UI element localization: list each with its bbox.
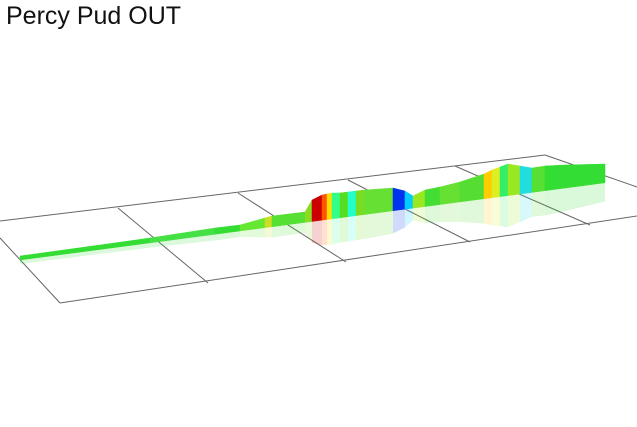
ribbon-segment [483, 169, 493, 200]
ribbon-reflection [240, 227, 265, 238]
ribbon-segment [459, 173, 485, 203]
ribbon-reflection [327, 218, 332, 245]
ribbon-reflection [393, 209, 405, 234]
ribbon-segment [412, 189, 426, 209]
ribbon-reflection [322, 219, 327, 246]
ribbon-reflection [532, 190, 545, 217]
ribbon-reflection [348, 215, 356, 242]
ribbon-reflection [20, 249, 100, 264]
ribbon-reflection [508, 194, 520, 228]
ribbon-segment [304, 199, 313, 223]
grid-line [117, 207, 209, 284]
ribbon-segment [424, 186, 441, 207]
ribbon-reflection [312, 220, 322, 246]
ribbon-segment [264, 215, 273, 228]
ribbon-reflection [565, 182, 605, 212]
ribbon-reflection [365, 210, 393, 239]
ribbon-reflection [500, 195, 508, 228]
ribbon-reflection [305, 221, 312, 243]
ribbon-reflection [545, 188, 565, 216]
ribbon-segment [331, 192, 341, 220]
grid-line [0, 237, 61, 304]
ribbon-reflection [405, 208, 413, 228]
ribbon-segment [404, 190, 414, 210]
grid-line [0, 154, 546, 222]
elevation-ribbon [19, 163, 606, 264]
ribbon-segment [499, 163, 509, 197]
ribbon-segment [564, 163, 606, 189]
grid-line [237, 192, 347, 263]
ribbon-reflection [272, 222, 305, 238]
ribbon-segment [321, 193, 328, 221]
ribbon-reflection [413, 206, 425, 224]
ribbon-reflection [356, 214, 365, 241]
ribbon-segment [531, 165, 546, 193]
ribbon-segment [507, 163, 521, 196]
ribbon-reflection [520, 192, 532, 222]
ribbon-reflection [100, 242, 150, 254]
ribbon-segment [544, 164, 566, 191]
ribbon-segment [439, 181, 461, 205]
ribbon-reflection [425, 204, 440, 224]
grid-line [454, 165, 591, 226]
ribbon-reflection [492, 196, 500, 227]
ribbon-segment [311, 194, 323, 222]
ribbon-segment [326, 192, 333, 220]
ribbon-reflection [460, 198, 484, 224]
ribbon-segment [347, 190, 357, 217]
title: Percy Pud OUT [6, 2, 182, 30]
ribbon-segment [491, 166, 501, 198]
ribbon-segment [339, 191, 349, 219]
ribbon-segment [392, 187, 406, 212]
ribbon-segment [364, 187, 394, 215]
ribbon-reflection [484, 197, 492, 226]
ribbon-reflection [340, 216, 348, 243]
ribbon-reflection [332, 217, 340, 245]
ribbon-segment [355, 189, 366, 216]
ribbon-reflection [215, 230, 240, 241]
ribbon-reflection [265, 226, 272, 238]
ribbon-segment [519, 165, 533, 195]
ribbon-reflection [150, 234, 215, 248]
grid-line [59, 215, 637, 304]
ribbon-reflection [440, 201, 460, 223]
